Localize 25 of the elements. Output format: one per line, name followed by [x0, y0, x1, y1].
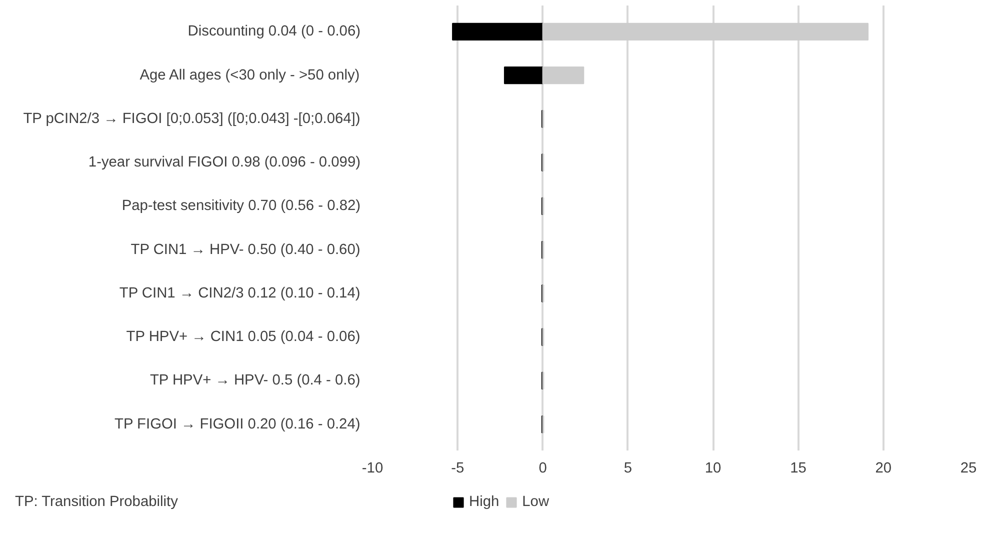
x-tick-label: 15: [790, 460, 806, 476]
x-tick-label: 20: [875, 460, 892, 476]
x-tick-label: 10: [704, 460, 722, 476]
y-tick-label: Age All ages (<30 only - >50 only): [140, 67, 360, 84]
legend-label: Low: [522, 494, 550, 510]
bar: [452, 22, 544, 40]
y-tick-label: TP pCIN2/3 → FIGOI [0;0.053] ([0;0.043] -[0;0.064]): [23, 110, 360, 127]
y-tick-label: TP HPV+ → CIN1 0.05 (0.04 - 0.06): [126, 329, 360, 346]
bar: [504, 66, 544, 84]
bar: [542, 66, 584, 84]
x-tick-label: -10: [362, 460, 384, 476]
text: TP: Transition Probability: [15, 493, 178, 512]
y-tick-label: 1-year survival FIGOI 0.98 (0.096 - 0.099): [88, 154, 361, 171]
x-tick-label: 25: [960, 460, 977, 476]
y-tick-label: Pap-test sensitivity 0.70 (0.56 - 0.82): [122, 198, 360, 214]
x-tick-label: -5: [451, 460, 464, 476]
y-tick-label: TP CIN1 → CIN2/3 0.12 (0.10 - 0.14): [119, 285, 360, 302]
x-tick-label: 5: [624, 460, 632, 476]
y-tick-label: TP FIGOI → FIGOII 0.20 (0.16 - 0.24): [114, 416, 360, 432]
y-tick-label: Discounting 0.04 (0 - 0.06): [188, 24, 361, 40]
bar: [542, 22, 869, 40]
y-tick-label: TP HPV+ → HPV- 0.5 (0.4 - 0.6): [150, 372, 360, 389]
y-tick-label: TP CIN1 → HPV- 0.50 (0.40 - 0.60): [130, 242, 360, 258]
legend-label: High: [469, 494, 500, 510]
x-tick-label: 0: [538, 460, 547, 476]
